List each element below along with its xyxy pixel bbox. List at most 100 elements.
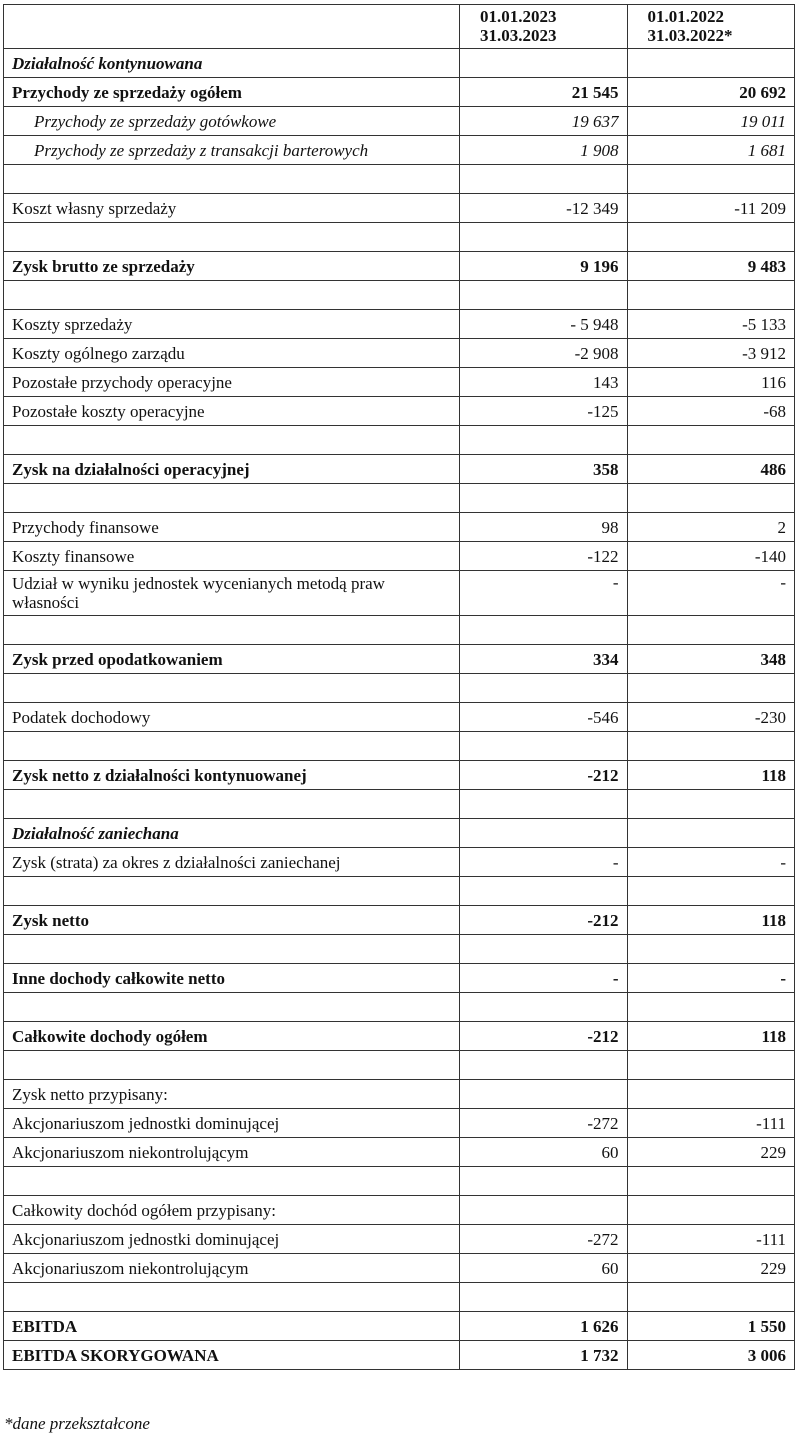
value-2022: 3 006 — [626, 1340, 795, 1370]
value-2022: -5 133 — [626, 309, 795, 339]
table-row: Koszty ogólnego zarządu -2 908 -3 912 — [3, 338, 795, 368]
table-row: Działalność zaniechana — [3, 818, 795, 848]
row-label: Koszty ogólnego zarządu — [3, 338, 460, 368]
value-2022 — [626, 1195, 795, 1225]
value-2023 — [459, 1282, 628, 1312]
value-2022 — [626, 818, 795, 848]
period-start: 01.01.2022 — [647, 7, 725, 26]
value-2023: 9 196 — [459, 251, 628, 281]
table-row: Działalność kontynuowana — [3, 48, 795, 78]
table-row: Zysk brutto ze sprzedaży 9 196 9 483 — [3, 251, 795, 281]
value-2022 — [626, 280, 795, 310]
value-2022: 19 011 — [626, 106, 795, 136]
value-2023: -125 — [459, 396, 628, 426]
empty-row — [3, 280, 795, 310]
value-2022: 118 — [626, 905, 795, 935]
value-2023: -212 — [459, 905, 628, 935]
value-2022: 118 — [626, 1021, 795, 1051]
value-2023: 334 — [459, 644, 628, 674]
header-period-2022: 01.01.2022 31.03.2022* — [626, 4, 795, 49]
table-row: Przychody finansowe 98 2 — [3, 512, 795, 542]
row-label — [3, 164, 460, 194]
value-2022 — [626, 425, 795, 455]
table-row: Akcjonariuszom niekontrolującym 60 229 — [3, 1253, 795, 1283]
header-period-2023: 01.01.2023 31.03.2023 — [459, 4, 628, 49]
row-label: EBITDA — [3, 1311, 460, 1341]
row-label: Koszty finansowe — [3, 541, 460, 571]
row-label: Zysk netto przypisany: — [3, 1079, 460, 1109]
row-label: Pozostałe przychody operacyjne — [3, 367, 460, 397]
value-2023: 1 732 — [459, 1340, 628, 1370]
empty-row — [3, 1166, 795, 1196]
value-2022 — [626, 164, 795, 194]
empty-row — [3, 731, 795, 761]
table-row: Koszty finansowe -122 -140 — [3, 541, 795, 571]
table-header-row: 01.01.2023 31.03.2023 01.01.2022 31.03.2… — [3, 4, 795, 49]
table-row: Zysk na działalności operacyjnej 358 486 — [3, 454, 795, 484]
row-label: Całkowity dochód ogółem przypisany: — [3, 1195, 460, 1225]
value-2023 — [459, 48, 628, 78]
value-2022: 9 483 — [626, 251, 795, 281]
row-label: Działalność zaniechana — [3, 818, 460, 848]
row-label — [3, 483, 460, 513]
table-row: Przychody ze sprzedaży ogółem 21 545 20 69… — [3, 77, 795, 107]
value-2023: 98 — [459, 512, 628, 542]
row-label — [3, 992, 460, 1022]
table-row: Całkowity dochód ogółem przypisany: — [3, 1195, 795, 1225]
table-row: Akcjonariuszom jednostki dominującej -272… — [3, 1224, 795, 1254]
row-label: Udział w wyniku jednostek wycenianych me… — [3, 570, 460, 616]
value-2022: - — [626, 847, 795, 877]
empty-row — [3, 673, 795, 703]
income-statement-table: 01.01.2023 31.03.2023 01.01.2022 31.03.2… — [3, 4, 795, 1370]
value-2023 — [459, 280, 628, 310]
value-2022 — [626, 1166, 795, 1196]
table-row: Zysk przed opodatkowaniem 334 348 — [3, 644, 795, 674]
value-2022: -140 — [626, 541, 795, 571]
value-2023 — [459, 673, 628, 703]
table-row: Inne dochody całkowite netto - - — [3, 963, 795, 993]
table-row: EBITDA SKORYGOWANA 1 732 3 006 — [3, 1340, 795, 1370]
row-label: Inne dochody całkowite netto — [3, 963, 460, 993]
table-row: Pozostałe przychody operacyjne 143 116 — [3, 367, 795, 397]
value-2023: -2 908 — [459, 338, 628, 368]
empty-row — [3, 934, 795, 964]
row-label — [3, 222, 460, 252]
value-2023: - — [459, 847, 628, 877]
value-2023 — [459, 222, 628, 252]
value-2022: 486 — [626, 454, 795, 484]
row-label — [3, 280, 460, 310]
value-2022 — [626, 876, 795, 906]
row-label: Koszt własny sprzedaży — [3, 193, 460, 223]
value-2023 — [459, 1079, 628, 1109]
value-2023: 60 — [459, 1253, 628, 1283]
value-2023 — [459, 818, 628, 848]
table-row: Przychody ze sprzedaży gotówkowe 19 637 19… — [3, 106, 795, 136]
table-row: Pozostałe koszty operacyjne -125 -68 — [3, 396, 795, 426]
value-2022 — [626, 934, 795, 964]
value-2022 — [626, 222, 795, 252]
value-2022: - — [626, 570, 795, 616]
value-2023: -272 — [459, 1108, 628, 1138]
row-label: Całkowite dochody ogółem — [3, 1021, 460, 1051]
empty-row — [3, 164, 795, 194]
value-2023: 1 626 — [459, 1311, 628, 1341]
value-2023: 19 637 — [459, 106, 628, 136]
table-row: Zysk netto -212 118 — [3, 905, 795, 935]
row-label: Zysk (strata) za okres z działalności za… — [3, 847, 460, 877]
row-label: Zysk na działalności operacyjnej — [3, 454, 460, 484]
table-row: Akcjonariuszom jednostki dominującej -272… — [3, 1108, 795, 1138]
table-row: Podatek dochodowy -546 -230 — [3, 702, 795, 732]
value-2022 — [626, 731, 795, 761]
value-2023 — [459, 1050, 628, 1080]
value-2023: - — [459, 963, 628, 993]
value-2022: -11 209 — [626, 193, 795, 223]
empty-row — [3, 222, 795, 252]
value-2023: -12 349 — [459, 193, 628, 223]
value-2023 — [459, 164, 628, 194]
row-label: Przychody ze sprzedaży z transakcji bart… — [3, 135, 460, 165]
table-row: Całkowite dochody ogółem -212 118 — [3, 1021, 795, 1051]
row-label — [3, 615, 460, 645]
row-label — [3, 876, 460, 906]
row-label — [3, 425, 460, 455]
value-2022: -111 — [626, 1108, 795, 1138]
